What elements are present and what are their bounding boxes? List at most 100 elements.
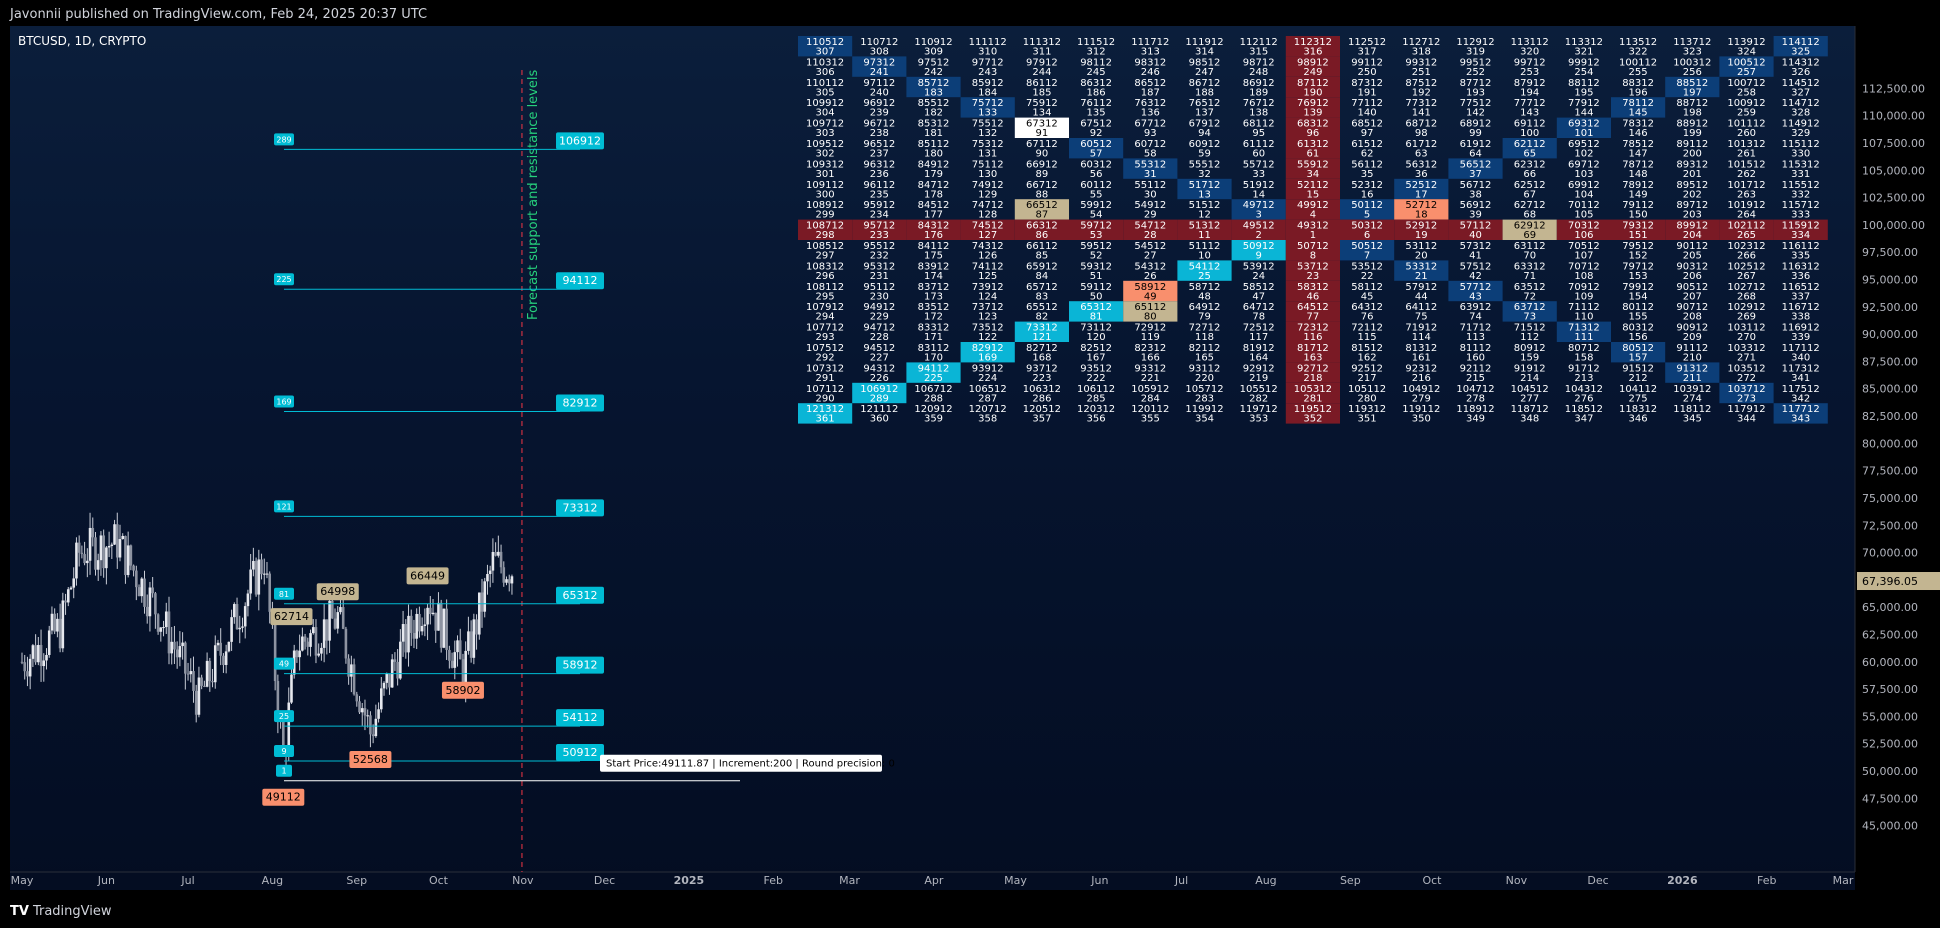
grid-cell-price: 114512 bbox=[1782, 78, 1820, 89]
grid-cell-index: 279 bbox=[1412, 393, 1431, 404]
chart-pane[interactable] bbox=[10, 26, 1855, 890]
grid-cell-index: 295 bbox=[816, 291, 835, 302]
tradingview-logo[interactable]: TV TradingView bbox=[10, 904, 111, 919]
grid-cell-price: 60312 bbox=[1080, 159, 1112, 170]
candle-body bbox=[107, 545, 111, 548]
grid-cell-index: 157 bbox=[1629, 353, 1648, 364]
grid-cell-index: 204 bbox=[1683, 230, 1702, 241]
grid-cell-index: 107 bbox=[1574, 251, 1593, 262]
grid-cell-price: 75112 bbox=[972, 159, 1004, 170]
grid-cell-index: 328 bbox=[1791, 108, 1810, 119]
grid-cell-index: 343 bbox=[1791, 414, 1810, 425]
candle-body bbox=[442, 608, 446, 648]
grid-cell-index: 115 bbox=[1358, 332, 1377, 343]
grid-cell bbox=[1285, 403, 1340, 424]
candle-body bbox=[303, 636, 307, 642]
grid-cell-index: 206 bbox=[1683, 271, 1702, 282]
grid-cell-price: 67712 bbox=[1134, 119, 1166, 130]
candle-body bbox=[23, 662, 27, 672]
grid-cell-index: 36 bbox=[1415, 169, 1428, 180]
grid-cell-index: 16 bbox=[1361, 189, 1374, 200]
grid-cell-index: 28 bbox=[1144, 230, 1157, 241]
candle-body bbox=[363, 708, 367, 716]
grid-cell-price: 102312 bbox=[1727, 241, 1765, 252]
grid-cell-price: 53712 bbox=[1297, 261, 1329, 272]
candle-body bbox=[311, 627, 315, 634]
grid-cell-price: 49312 bbox=[1297, 221, 1329, 232]
grid-cell-index: 135 bbox=[1087, 108, 1106, 119]
grid-cell-price: 97512 bbox=[918, 57, 950, 68]
grid-cell-index: 114 bbox=[1412, 332, 1431, 343]
grid-cell-index: 179 bbox=[924, 169, 943, 180]
grid-cell-price: 74912 bbox=[972, 180, 1004, 191]
grid-cell-index: 88 bbox=[1036, 189, 1049, 200]
candle-body bbox=[491, 552, 495, 571]
grid-cell-price: 91712 bbox=[1568, 363, 1600, 374]
grid-cell-price: 52512 bbox=[1405, 180, 1437, 191]
grid-cell-price: 50912 bbox=[1243, 241, 1275, 252]
grid-cell-index: 142 bbox=[1466, 108, 1485, 119]
grid-cell-price: 112312 bbox=[1294, 37, 1332, 48]
y-tick-label: 107,500.00 bbox=[1862, 137, 1925, 150]
grid-cell-index: 178 bbox=[924, 189, 943, 200]
grid-cell-index: 45 bbox=[1361, 291, 1374, 302]
grid-cell-index: 298 bbox=[816, 230, 835, 241]
grid-cell bbox=[1285, 280, 1340, 302]
candle-body bbox=[181, 642, 184, 647]
grid-cell-price: 54912 bbox=[1134, 200, 1166, 211]
grid-cell-price: 65112 bbox=[1134, 302, 1166, 313]
grid-cell-price: 82912 bbox=[972, 343, 1004, 354]
grid-cell-price: 55712 bbox=[1243, 159, 1275, 170]
grid-cell-price: 61312 bbox=[1297, 139, 1329, 150]
grid-cell-index: 155 bbox=[1629, 312, 1648, 323]
grid-cell-price: 83312 bbox=[918, 323, 950, 334]
grid-cell-index: 160 bbox=[1466, 353, 1485, 364]
grid-cell-index: 228 bbox=[870, 332, 889, 343]
grid-cell bbox=[1285, 117, 1340, 138]
x-tick-label: 2026 bbox=[1667, 874, 1698, 887]
grid-cell-price: 74112 bbox=[972, 261, 1004, 272]
grid-cell-index: 248 bbox=[1249, 67, 1268, 78]
grid-cell-index: 307 bbox=[816, 47, 835, 58]
grid-cell bbox=[1340, 219, 1395, 240]
grid-cell-price: 105912 bbox=[1131, 384, 1169, 395]
grid-cell-price: 92312 bbox=[1405, 363, 1437, 374]
grid-cell-index: 51 bbox=[1090, 271, 1103, 282]
grid-cell-index: 97 bbox=[1361, 128, 1374, 139]
swing-label: 64998 bbox=[320, 585, 355, 598]
grid-cell-index: 247 bbox=[1195, 67, 1214, 78]
grid-cell-price: 103312 bbox=[1727, 343, 1765, 354]
grid-cell-price: 50712 bbox=[1297, 241, 1329, 252]
grid-cell-price: 87112 bbox=[1297, 78, 1329, 89]
grid-cell-index: 294 bbox=[816, 312, 835, 323]
grid-cell-price: 119312 bbox=[1348, 404, 1386, 415]
grid-cell-price: 57312 bbox=[1460, 241, 1492, 252]
candle-body bbox=[352, 664, 356, 695]
candle-body bbox=[434, 612, 438, 631]
x-tick-label: 2025 bbox=[674, 874, 705, 887]
grid-cell-price: 101512 bbox=[1727, 159, 1765, 170]
y-tick-label: 97,500.00 bbox=[1862, 246, 1918, 259]
grid-cell-price: 104912 bbox=[1402, 384, 1440, 395]
grid-cell-price: 85312 bbox=[918, 119, 950, 130]
candle-body bbox=[132, 565, 135, 571]
candle-body bbox=[336, 612, 340, 629]
candle-body bbox=[254, 560, 258, 595]
grid-cell-price: 111912 bbox=[1185, 37, 1223, 48]
candle-body bbox=[145, 606, 149, 617]
grid-cell-price: 59912 bbox=[1080, 200, 1112, 211]
grid-cell-price: 53112 bbox=[1405, 241, 1437, 252]
grid-cell-price: 112712 bbox=[1402, 37, 1440, 48]
grid-cell-price: 107112 bbox=[806, 384, 844, 395]
candle-body bbox=[154, 593, 157, 615]
candle-body bbox=[115, 524, 119, 558]
grid-cell-index: 176 bbox=[924, 230, 943, 241]
grid-cell-price: 95312 bbox=[863, 261, 895, 272]
candle-body bbox=[488, 570, 492, 575]
grid-cell-price: 109112 bbox=[806, 180, 844, 191]
grid-cell-price: 50512 bbox=[1351, 241, 1383, 252]
grid-cell-index: 355 bbox=[1141, 414, 1160, 425]
grid-cell bbox=[852, 382, 907, 404]
x-tick-label: Jul bbox=[180, 874, 194, 887]
